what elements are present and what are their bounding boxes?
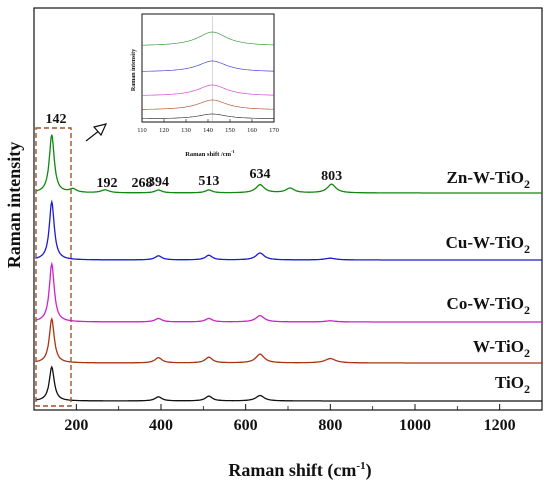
spectrum-line bbox=[35, 316, 542, 364]
inset-x-tick-label: 110 bbox=[137, 127, 147, 134]
x-tick-label: 1200 bbox=[484, 417, 516, 434]
inset-x-tick-label: 120 bbox=[159, 127, 169, 134]
spectrum-line bbox=[35, 261, 542, 323]
peak-label: 142 bbox=[46, 112, 67, 127]
arrow-icon bbox=[85, 123, 108, 142]
inset-spectrum-line bbox=[142, 31, 274, 46]
y-axis-title: Raman intensity bbox=[4, 142, 24, 269]
x-tick-label: 200 bbox=[64, 417, 88, 434]
peak-label: 634 bbox=[250, 167, 271, 182]
inset-x-tick-label: 160 bbox=[247, 127, 257, 134]
x-tick-label: 400 bbox=[149, 417, 173, 434]
inset-x-tick-label: 130 bbox=[181, 127, 191, 134]
peak-label: 513 bbox=[198, 174, 219, 189]
series-label: W-TiO2 bbox=[473, 337, 530, 360]
inset-frame bbox=[141, 13, 275, 123]
series-label: Zn-W-TiO2 bbox=[447, 168, 530, 191]
inset-x-axis-title: Raman shift /cm-1 bbox=[185, 149, 235, 158]
plot-frame bbox=[33, 7, 543, 411]
x-tick-label: 1000 bbox=[399, 417, 431, 434]
x-axis-ticks: 200 400 600 800 1000 1200 bbox=[64, 404, 516, 434]
inset-spectra bbox=[141, 16, 275, 121]
inset-spectrum-line bbox=[142, 99, 274, 110]
inset-spectrum-line bbox=[141, 60, 275, 72]
peak-highlight-box bbox=[35, 127, 72, 407]
inset-x-tick-label: 150 bbox=[225, 127, 235, 134]
series-label: TiO2 bbox=[495, 373, 530, 396]
peak-label: 192 bbox=[97, 176, 118, 191]
peak-label: 268 bbox=[132, 176, 153, 191]
series-label: Co-W-TiO2 bbox=[447, 294, 530, 317]
x-axis-title: Raman shift (cm-1) bbox=[228, 460, 371, 481]
spectrum-line bbox=[35, 199, 542, 261]
x-tick-label: 600 bbox=[234, 417, 258, 434]
spectrum-line bbox=[35, 134, 542, 194]
peak-label: 803 bbox=[321, 169, 342, 184]
inset-y-axis-title: Raman intensity bbox=[131, 49, 137, 91]
inset-spectrum-line bbox=[141, 84, 275, 96]
spectrum-line bbox=[35, 365, 542, 402]
series-labels: Zn-W-TiO2 Cu-W-TiO2 Co-W-TiO2 W-TiO2 TiO2 bbox=[446, 168, 530, 396]
peak-label: 394 bbox=[148, 175, 169, 190]
spectra-group bbox=[35, 134, 542, 402]
inset-spectrum-line bbox=[142, 113, 274, 120]
inset-x-tick-label: 170 bbox=[269, 127, 279, 134]
inset-x-axis-ticks: 110 120 130 140 150 160 170 bbox=[137, 119, 279, 134]
x-tick-label: 800 bbox=[318, 417, 342, 434]
series-label: Cu-W-TiO2 bbox=[446, 233, 530, 256]
inset-x-tick-label: 140 bbox=[203, 127, 213, 134]
